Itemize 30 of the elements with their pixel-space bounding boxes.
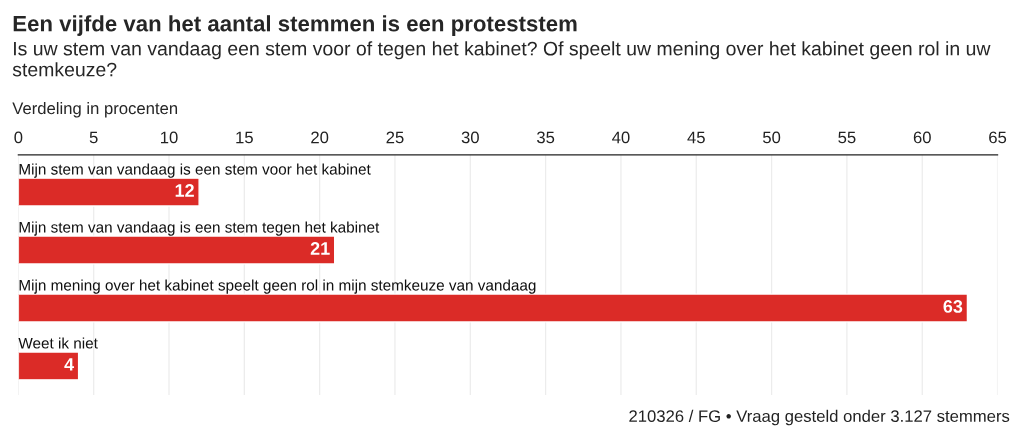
x-tick-label: 0 <box>14 131 23 144</box>
data-label: 21 <box>310 242 330 255</box>
bar <box>18 351 80 381</box>
bar <box>18 293 969 323</box>
x-tick-label: 50 <box>762 131 781 144</box>
x-tick-label: 5 <box>89 131 98 144</box>
x-tick-label: 55 <box>838 131 856 144</box>
data-label: 12 <box>175 184 194 197</box>
x-tick-label: 45 <box>687 131 705 144</box>
data-label: 4 <box>64 358 74 371</box>
chart-subtitle: Is uw stem van vandaag een stem voor of tegen het kabinet? Of speelt uw mening over het kabinet geen rol in uw stemkeuze? <box>12 41 991 77</box>
x-axis-title: Verdeling in procenten <box>12 101 178 118</box>
x-tick-label: 35 <box>536 131 555 144</box>
x-tick-label: 30 <box>461 131 479 144</box>
x-tick-label: 65 <box>989 131 1007 144</box>
x-tick-label: 15 <box>236 131 253 144</box>
chart-title: Een vijfde van het aantal stemmen is een proteststem <box>13 15 577 36</box>
text: 210326 / FG • Vraag gesteld onder 3.127 stemmers <box>629 409 1010 426</box>
x-tick-label: 60 <box>913 131 931 144</box>
x-tick-label: 20 <box>311 131 329 144</box>
y-tick-label: Mijn stem van vandaag is een stem tegen het kabinet <box>19 221 380 236</box>
x-tick-label: 40 <box>612 131 630 144</box>
y-tick-label: Mijn mening over het kabinet speelt geen rol in mijn stemkeuze van vandaag <box>19 279 536 294</box>
y-tick-label: Weet ik niet <box>18 337 98 349</box>
x-tick-label: 10 <box>161 131 178 144</box>
y-tick-label: Mijn stem van vandaag is een stem voor het kabinet <box>19 163 371 178</box>
x-tick-label: 25 <box>386 131 404 144</box>
bar <box>18 235 336 265</box>
data-label: 63 <box>943 300 963 313</box>
bar <box>18 177 200 207</box>
